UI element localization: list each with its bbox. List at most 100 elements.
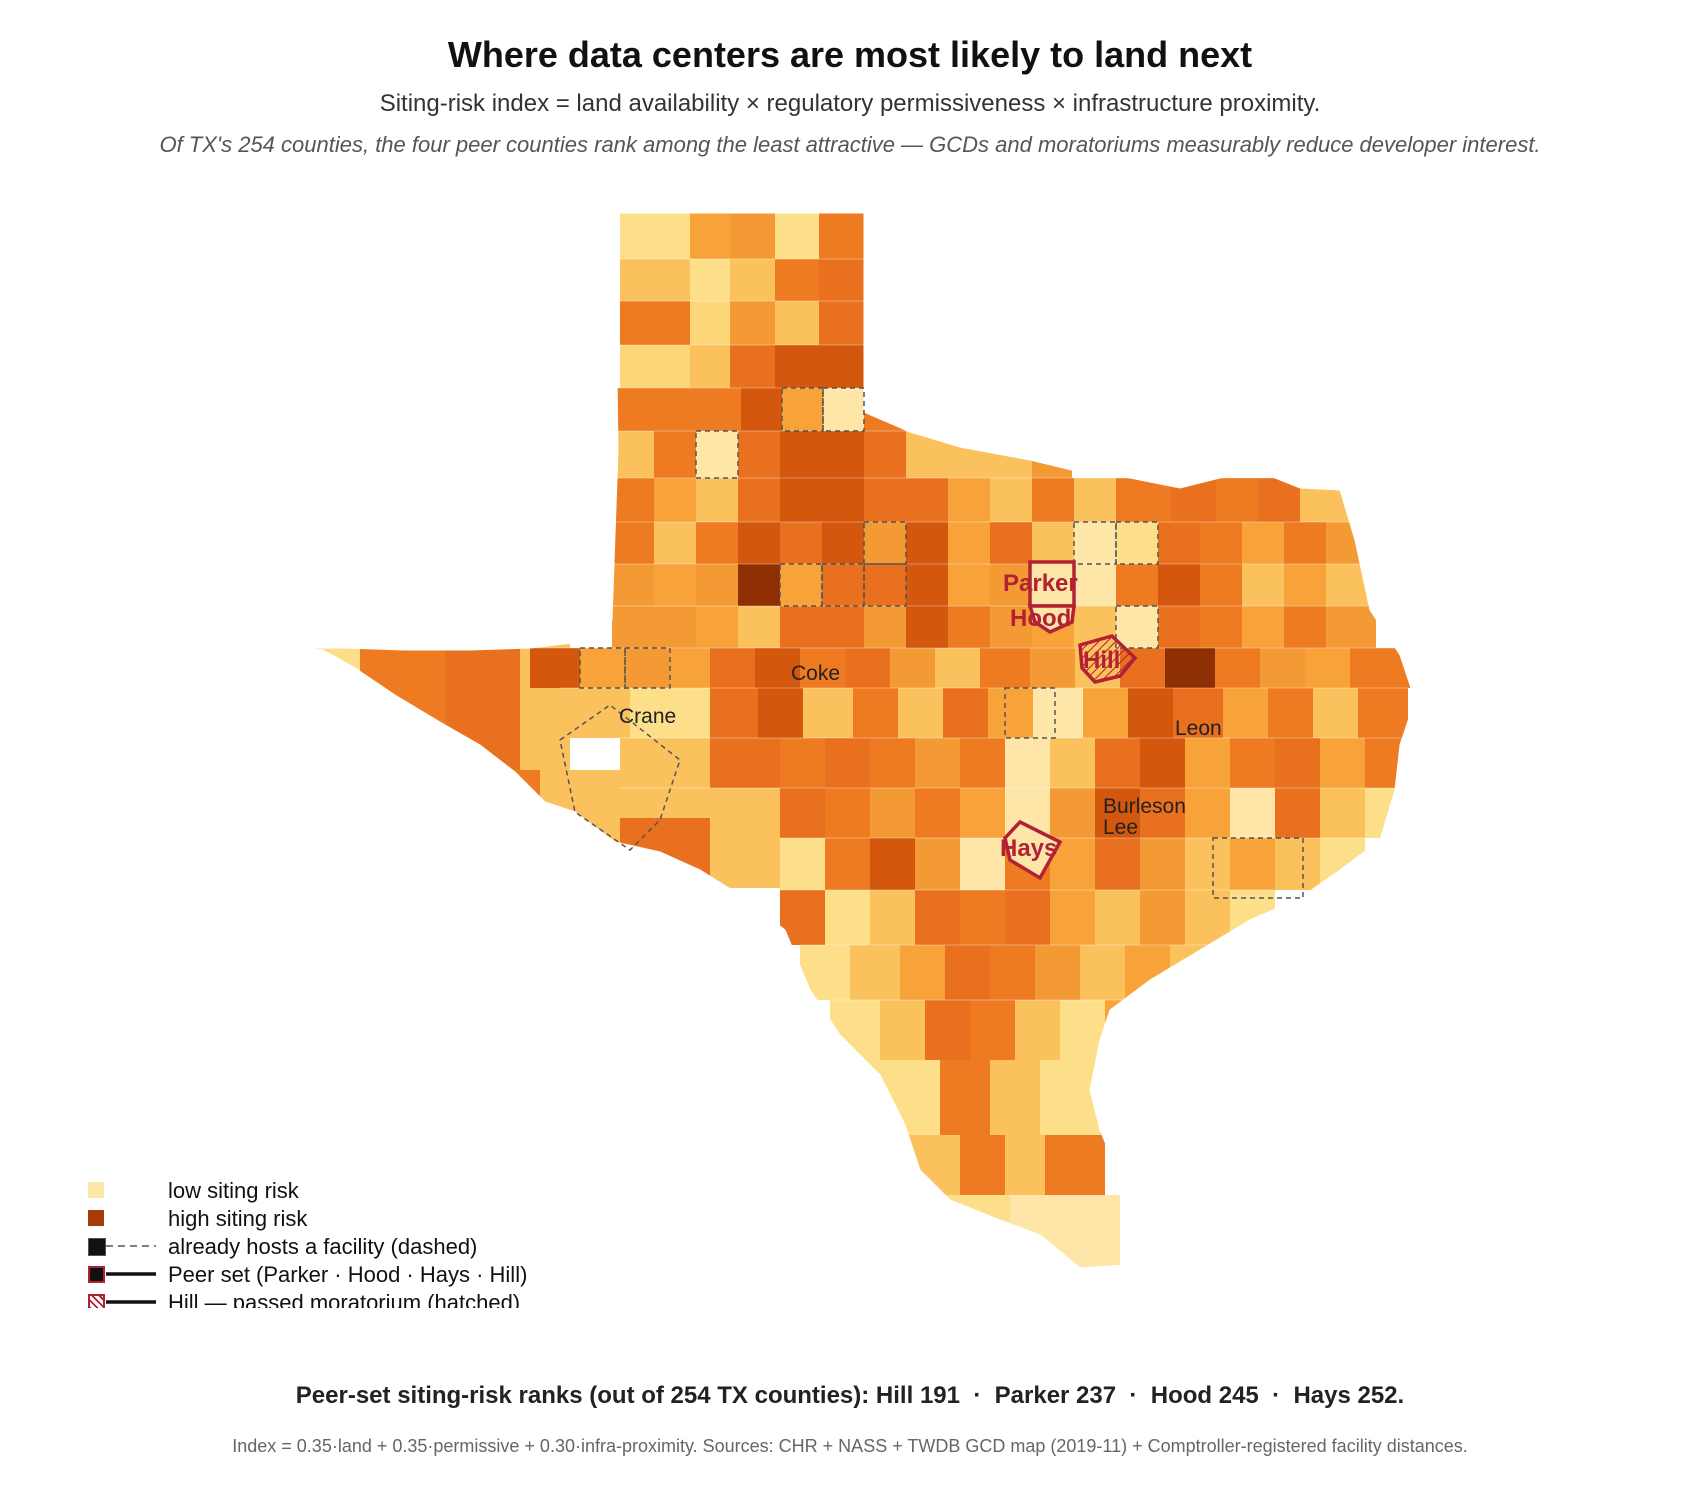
- county: [819, 301, 864, 345]
- label-hays: Hays: [1000, 835, 1057, 862]
- hatch-swatch-icon: [88, 1294, 105, 1308]
- county: [696, 606, 738, 648]
- county: [1032, 522, 1074, 564]
- county: [1350, 648, 1410, 688]
- county: [1365, 738, 1415, 788]
- county: [620, 213, 690, 259]
- county: [870, 890, 915, 945]
- county: [864, 478, 906, 522]
- county: [780, 738, 825, 788]
- county: [960, 890, 1005, 945]
- county: [819, 259, 864, 301]
- county: [1365, 788, 1410, 838]
- county: [915, 788, 960, 838]
- legend-label-facility: already hosts a facility (dashed): [168, 1234, 478, 1259]
- county: [1313, 688, 1358, 738]
- map-legend: low siting risk high siting risk already…: [88, 1178, 648, 1308]
- parker-outline: [1028, 560, 1076, 608]
- county: [1284, 606, 1326, 648]
- label-burleson: Burleson: [1103, 795, 1186, 818]
- county: [1050, 788, 1095, 838]
- county: [758, 688, 803, 738]
- county: [1326, 606, 1376, 648]
- county: [1320, 788, 1365, 838]
- county: [690, 259, 730, 301]
- county: [738, 478, 780, 522]
- county: [980, 648, 1030, 688]
- legend-label-moratorium: Hill — passed moratorium (hatched): [168, 1290, 521, 1308]
- county: [900, 1195, 1010, 1268]
- county: [1284, 564, 1326, 606]
- county: [530, 648, 580, 688]
- county: [822, 564, 864, 606]
- county: [803, 688, 853, 738]
- county: [730, 301, 775, 345]
- label-parker: Parker: [1003, 570, 1078, 597]
- county: [870, 838, 915, 890]
- county: [1010, 1195, 1120, 1268]
- legend-label-high: high siting risk: [168, 1206, 308, 1231]
- county: [1083, 688, 1128, 738]
- county: [915, 838, 960, 890]
- solid-line-icon: [106, 1272, 156, 1276]
- county: [1140, 788, 1185, 838]
- county: [612, 606, 654, 648]
- county: [580, 648, 625, 688]
- county: [1116, 478, 1171, 522]
- county: [780, 788, 825, 838]
- county: [1230, 738, 1275, 788]
- county: [741, 388, 782, 431]
- county: [1185, 838, 1230, 890]
- county: [670, 648, 710, 688]
- county: [1268, 688, 1313, 738]
- facility-county: [1004, 687, 1056, 739]
- county: [850, 945, 900, 1000]
- county: [898, 688, 943, 738]
- county: [1305, 648, 1350, 688]
- county: [445, 640, 520, 770]
- county: [780, 606, 822, 648]
- county: [906, 478, 948, 522]
- county: [845, 648, 890, 688]
- county: [1032, 478, 1074, 522]
- county: [625, 648, 670, 688]
- county: [1128, 688, 1173, 738]
- county: [1200, 606, 1242, 648]
- county: [819, 213, 864, 259]
- county: [880, 1135, 960, 1195]
- county: [612, 522, 654, 564]
- county: [1230, 788, 1275, 838]
- label-hood: Hood: [1010, 605, 1071, 632]
- county: [990, 606, 1032, 648]
- county: [738, 522, 780, 564]
- county: [988, 688, 1033, 738]
- county: [915, 738, 960, 788]
- county: [738, 431, 780, 478]
- county: [696, 478, 738, 522]
- county: [1080, 945, 1125, 1000]
- county: [440, 770, 540, 870]
- county: [900, 945, 945, 1000]
- facility-county: [1115, 605, 1159, 649]
- county: [1326, 522, 1366, 564]
- solid-line-icon: [106, 1300, 156, 1304]
- county: [1170, 945, 1215, 1000]
- county: [1242, 522, 1284, 564]
- county: [654, 431, 696, 478]
- legend-label-peer: Peer set (Parker · Hood · Hays · Hill): [168, 1262, 528, 1287]
- county: [730, 259, 775, 301]
- county: [948, 431, 990, 478]
- label-crane: Crane: [619, 705, 676, 728]
- county: [990, 522, 1032, 564]
- county: [825, 890, 870, 945]
- county: [864, 431, 906, 478]
- county: [822, 522, 864, 564]
- hill-outline: [1078, 634, 1138, 684]
- county: [1258, 478, 1300, 522]
- county: [1284, 522, 1326, 564]
- page-title: Where data centers are most likely to la…: [447, 34, 1253, 75]
- county: [620, 818, 710, 888]
- county: [1005, 890, 1050, 945]
- peer-set-outlines: [1003, 560, 1138, 881]
- facility-county: [1212, 837, 1304, 899]
